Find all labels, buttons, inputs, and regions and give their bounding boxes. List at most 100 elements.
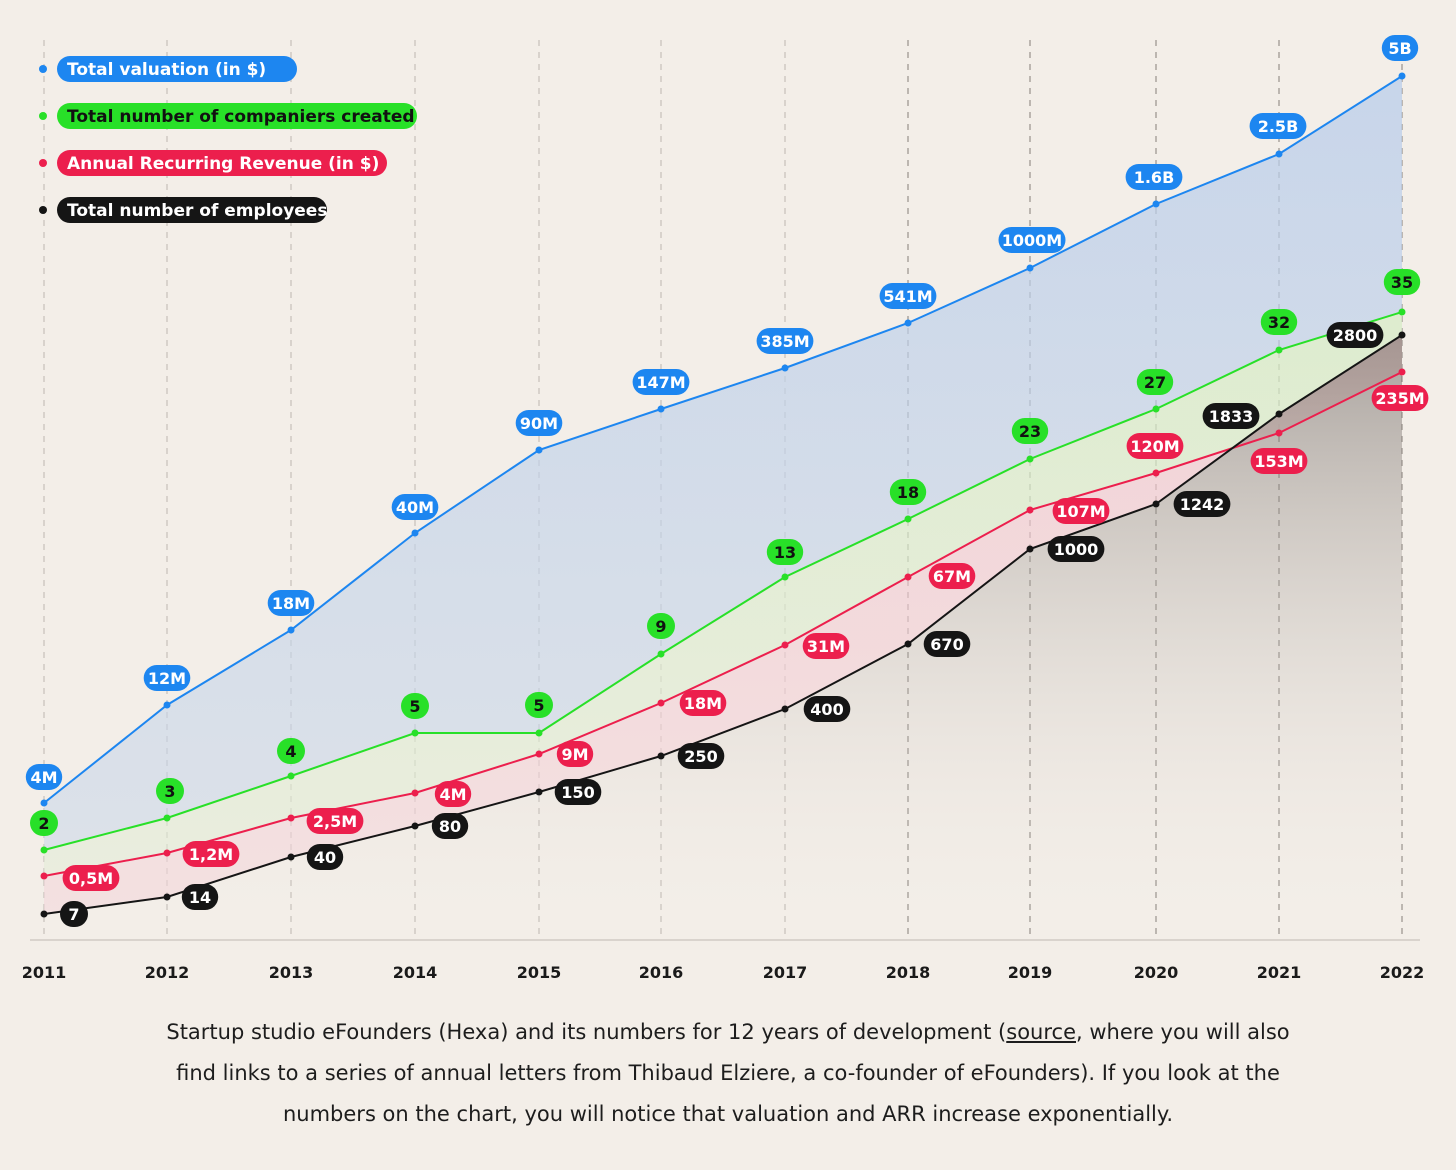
- label-pill-arr-2022: [1371, 385, 1429, 411]
- label-arr-2013: 2,5M: [306, 808, 364, 834]
- point-employees-2015: [535, 788, 543, 796]
- label-employees-2018: 670: [923, 631, 971, 657]
- x-tick-2014: 2014: [393, 963, 438, 982]
- label-employees-2015: 150: [554, 779, 602, 805]
- x-tick-2011: 2011: [22, 963, 67, 982]
- label-arr-2012: 1,2M: [182, 841, 240, 867]
- label-valuation-2015: 90M: [515, 410, 563, 436]
- label-pill-companies-2013: [277, 738, 305, 764]
- label-companies-2022: 35: [1383, 269, 1421, 295]
- label-text-valuation-2020: 1.6B: [1134, 168, 1175, 187]
- label-pill-arr-2020: [1126, 433, 1184, 459]
- label-text-companies-2014: 5: [409, 697, 420, 716]
- label-text-employees-2013: 40: [314, 848, 336, 867]
- point-valuation-2018: [904, 319, 912, 327]
- label-pill-companies-2015: [525, 692, 553, 718]
- label-pill-companies-2017: [766, 539, 804, 565]
- point-valuation-2017: [781, 364, 789, 372]
- caption-text-end: , where you will also find links to a se…: [176, 1020, 1290, 1126]
- point-valuation-2011: [40, 799, 48, 807]
- label-text-employees-2020: 1242: [1180, 495, 1225, 514]
- point-arr-2016: [657, 699, 665, 707]
- label-text-valuation-2011: 4M: [30, 768, 57, 787]
- label-text-companies-2013: 4: [285, 742, 296, 761]
- label-text-arr-2015: 9M: [561, 745, 588, 764]
- point-arr-2019: [1026, 506, 1034, 514]
- label-valuation-2013: 18M: [267, 590, 315, 616]
- label-arr-2018: 67M: [928, 563, 976, 589]
- label-text-valuation-2019: 1000M: [1002, 231, 1062, 250]
- label-pill-employees-2016: [677, 743, 725, 769]
- label-text-companies-2022: 35: [1391, 273, 1413, 292]
- point-valuation-2019: [1026, 264, 1034, 272]
- legend-text-arr: Annual Recurring Revenue (in $): [67, 154, 379, 174]
- label-employees-2021: 1833: [1202, 403, 1260, 429]
- label-companies-2012: 3: [156, 778, 184, 804]
- source-link[interactable]: source: [1006, 1020, 1076, 1044]
- label-pill-companies-2016: [647, 613, 675, 639]
- label-companies-2020: 27: [1136, 369, 1174, 395]
- point-arr-2012: [163, 849, 171, 857]
- label-text-companies-2018: 18: [897, 483, 919, 502]
- point-companies-2022: [1398, 308, 1406, 316]
- label-companies-2018: 18: [889, 479, 927, 505]
- label-text-companies-2021: 32: [1268, 313, 1290, 332]
- point-companies-2017: [781, 573, 789, 581]
- x-axis: 2011 2012 2013 2014 2015 2016 2017 2018 2019 2020…: [22, 939, 1424, 982]
- label-pill-valuation-2020: [1125, 164, 1183, 190]
- label-text-valuation-2015: 90M: [520, 414, 558, 433]
- label-pill-arr-2015: [556, 741, 594, 767]
- label-text-arr-2012: 1,2M: [189, 845, 233, 864]
- point-arr-2018: [904, 573, 912, 581]
- label-pill-arr-2012: [182, 841, 240, 867]
- series-areas: [44, 76, 1402, 940]
- point-valuation-2015: [535, 446, 543, 454]
- label-pill-arr-2011: [62, 865, 120, 891]
- x-tick-2021: 2021: [1257, 963, 1302, 982]
- legend-text-employees: Total number of employees: [67, 201, 327, 221]
- label-pill-employees-2020: [1173, 491, 1231, 517]
- label-pill-valuation-2017: [756, 328, 814, 354]
- label-valuation-2016: 147M: [632, 369, 690, 395]
- x-tick-2016: 2016: [639, 963, 684, 982]
- label-pill-valuation-2021: [1249, 113, 1307, 139]
- x-tick-2015: 2015: [517, 963, 562, 982]
- label-text-valuation-2017: 385M: [760, 332, 809, 351]
- label-arr-2022: 235M: [1371, 385, 1429, 411]
- label-pill-valuation-2018: [879, 283, 937, 309]
- point-arr-2022: [1398, 368, 1406, 376]
- series-lines: [43, 75, 1403, 915]
- label-text-employees-2022: 2800: [1333, 326, 1378, 345]
- label-pill-valuation-2013: [267, 590, 315, 616]
- line-companies: [43, 311, 1403, 851]
- label-valuation-2020: 1.6B: [1125, 164, 1183, 190]
- label-text-companies-2016: 9: [655, 617, 666, 636]
- label-arr-2011: 0,5M: [62, 865, 120, 891]
- label-employees-2016: 250: [677, 743, 725, 769]
- area-companies: [44, 312, 1402, 876]
- label-pill-arr-2018: [928, 563, 976, 589]
- point-employees-2022: [1398, 331, 1406, 339]
- label-text-employees-2014: 80: [439, 817, 461, 836]
- point-valuation-2013: [287, 626, 295, 634]
- label-text-valuation-2021: 2.5B: [1258, 117, 1299, 136]
- legend-dot-companies: [39, 112, 47, 120]
- label-pill-employees-2015: [554, 779, 602, 805]
- label-companies-2021: 32: [1260, 309, 1298, 335]
- line-arr: [43, 371, 1403, 877]
- label-text-companies-2020: 27: [1144, 373, 1166, 392]
- caption-text-start: Startup studio eFounders (Hexa) and its …: [166, 1020, 1007, 1044]
- label-employees-2011: 7: [60, 901, 88, 927]
- point-companies-2019: [1026, 455, 1034, 463]
- label-employees-2022: 2800: [1326, 322, 1384, 348]
- legend-pill-employees: [57, 197, 327, 223]
- label-arr-2015: 9M: [556, 741, 594, 767]
- label-text-valuation-2018: 541M: [883, 287, 932, 306]
- label-employees-2020: 1242: [1173, 491, 1231, 517]
- label-pill-employees-2022: [1326, 322, 1384, 348]
- label-pill-employees-2011: [60, 901, 88, 927]
- legend-pill-valuation: [57, 56, 297, 82]
- label-pill-valuation-2015: [515, 410, 563, 436]
- label-valuation-2022: 5B: [1381, 35, 1419, 61]
- x-tick-2012: 2012: [145, 963, 190, 982]
